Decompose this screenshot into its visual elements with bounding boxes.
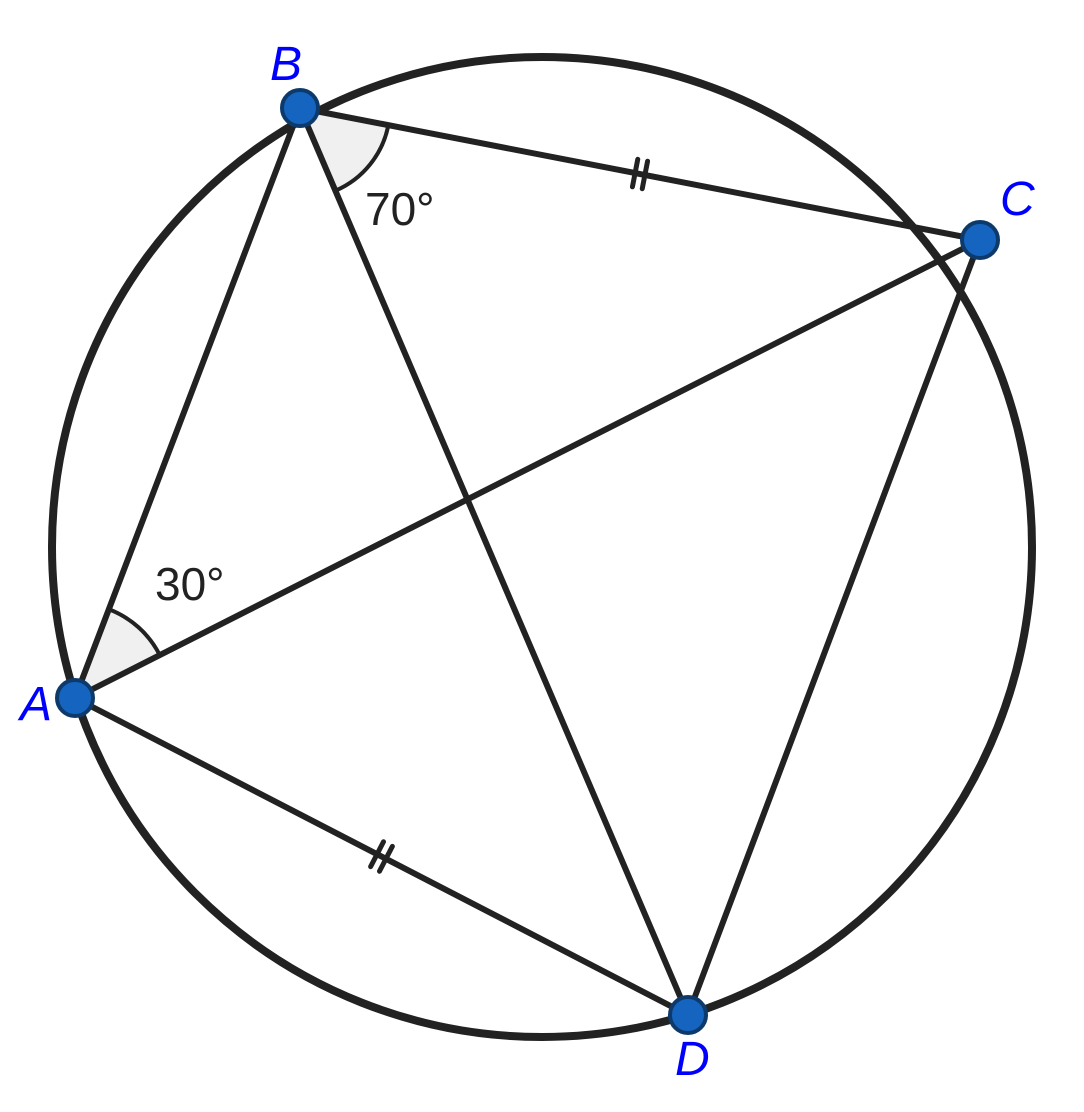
point-a bbox=[57, 680, 93, 716]
point-b bbox=[282, 90, 318, 126]
point-label-a: A bbox=[17, 678, 52, 731]
point-label-b: B bbox=[270, 38, 302, 91]
angle-label-b: 70° bbox=[365, 183, 435, 235]
angle-label-a: 30° bbox=[155, 558, 225, 610]
point-label-c: C bbox=[1000, 173, 1035, 226]
point-label-d: D bbox=[675, 1033, 710, 1086]
point-d bbox=[670, 997, 706, 1033]
background bbox=[0, 0, 1084, 1112]
point-c bbox=[962, 222, 998, 258]
